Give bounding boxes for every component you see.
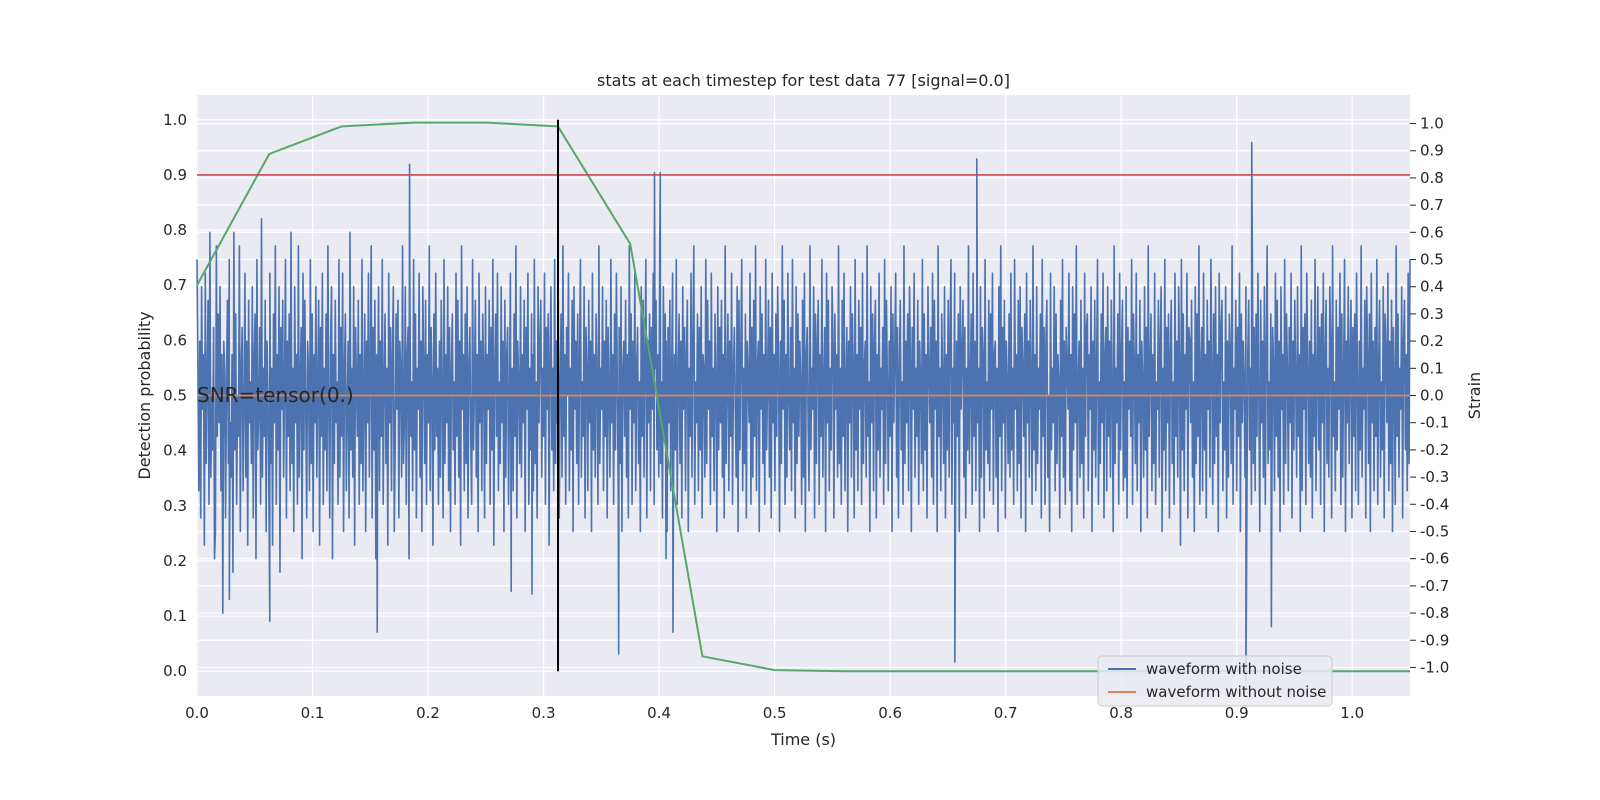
- right-y-tick-label: 0.5: [1420, 251, 1444, 269]
- left-y-tick-label: 0.2: [163, 552, 187, 570]
- x-tick-label: 0.5: [763, 704, 787, 722]
- left-y-ticks: 0.0 0.1 0.2 0.3 0.4 0.5 0.6 0.7 0.8 0.9 1.0: [163, 111, 187, 680]
- x-ticks: 0.0 0.1 0.2 0.3 0.4 0.5 0.6 0.7 0.8 0.9 1.0: [185, 704, 1364, 722]
- left-y-tick-label: 0.4: [163, 442, 187, 460]
- left-y-tick-label: 0.5: [163, 387, 187, 405]
- right-y-tick-label: 0.9: [1420, 142, 1444, 160]
- x-tick-label: 0.3: [532, 704, 556, 722]
- right-y-tick-label: 0.6: [1420, 223, 1444, 241]
- series-line-waveform-with-noise: [196, 141, 1411, 682]
- right-y-tick-label: 0.8: [1420, 169, 1444, 187]
- left-y-tick-label: 1.0: [163, 111, 187, 129]
- right-y-tick-label: -0.5: [1420, 522, 1449, 540]
- x-tick-label: 0.0: [185, 704, 209, 722]
- legend: waveform with noise waveform without noi…: [1097, 655, 1333, 707]
- left-y-tick-label: 0.1: [163, 607, 187, 625]
- legend-box: [1097, 655, 1333, 707]
- right-y-tick-label: -0.6: [1420, 550, 1449, 568]
- left-y-axis-title: Detection probability: [135, 311, 154, 479]
- left-y-tick-label: 0.8: [163, 221, 187, 239]
- right-y-tick-label: 0.2: [1420, 332, 1444, 350]
- left-y-tick-label: 0.0: [163, 662, 187, 680]
- left-y-tick-label: 0.9: [163, 166, 187, 184]
- right-y-tick-label: 1.0: [1420, 115, 1444, 133]
- left-y-tick-label: 0.6: [163, 331, 187, 349]
- x-tick-label: 1.0: [1340, 704, 1364, 722]
- right-y-tick-label: 0.3: [1420, 305, 1444, 323]
- legend-label-noise: waveform with noise: [1146, 660, 1302, 678]
- right-y-tick-label: 0.4: [1420, 278, 1444, 296]
- x-tick-label: 0.9: [1225, 704, 1249, 722]
- legend-label-clean: waveform without noise: [1146, 683, 1326, 701]
- x-tick-label: 0.6: [878, 704, 902, 722]
- right-y-axis-title: Strain: [1465, 372, 1484, 419]
- right-y-tick-label: 0.7: [1420, 196, 1444, 214]
- right-y-ticks: -1.0 -0.9 -0.8 -0.7 -0.6 -0.5 -0.4 -0.3 -0.2 -0.1…: [1410, 115, 1449, 676]
- right-y-tick-label: -0.7: [1420, 577, 1449, 595]
- x-tick-label: 0.2: [416, 704, 440, 722]
- left-y-tick-label: 0.3: [163, 497, 187, 515]
- right-y-tick-label: 0.1: [1420, 359, 1444, 377]
- x-tick-label: 0.1: [301, 704, 325, 722]
- right-y-tick-label: -0.4: [1420, 495, 1449, 513]
- left-y-tick-label: 0.7: [163, 276, 187, 294]
- x-axis-title: Time (s): [770, 730, 836, 749]
- right-y-tick-label: 0.0: [1420, 387, 1444, 405]
- x-tick-label: 0.4: [647, 704, 671, 722]
- right-y-tick-label: -0.1: [1420, 414, 1449, 432]
- x-tick-label: 0.8: [1109, 704, 1133, 722]
- right-y-tick-label: -0.8: [1420, 604, 1449, 622]
- right-y-tick-label: -1.0: [1420, 658, 1449, 676]
- chart-title: stats at each timestep for test data 77 …: [597, 71, 1010, 90]
- snr-annotation: SNR=tensor(0.): [197, 383, 354, 407]
- right-y-tick-label: -0.2: [1420, 441, 1449, 459]
- right-y-tick-label: -0.3: [1420, 468, 1449, 486]
- right-y-tick-label: -0.9: [1420, 631, 1449, 649]
- x-tick-label: 0.7: [994, 704, 1018, 722]
